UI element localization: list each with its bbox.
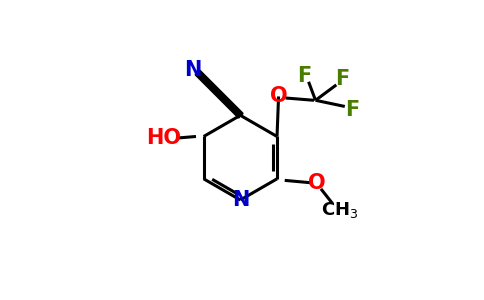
Text: F: F — [297, 66, 311, 86]
Text: N: N — [232, 190, 249, 210]
Text: HO: HO — [146, 128, 181, 148]
Text: O: O — [308, 173, 326, 193]
Text: F: F — [335, 69, 349, 89]
Text: CH$_3$: CH$_3$ — [321, 200, 359, 220]
Text: N: N — [184, 60, 202, 80]
Text: O: O — [270, 86, 287, 106]
Text: F: F — [346, 100, 360, 119]
